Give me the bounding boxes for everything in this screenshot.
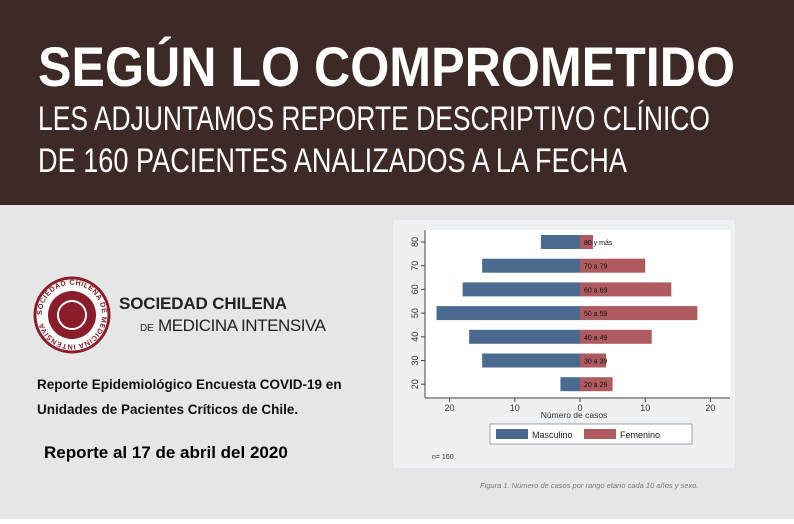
x-axis-label: Número de casos (541, 410, 608, 420)
bar (436, 306, 580, 321)
bar-label: 50 a 59 (584, 311, 607, 318)
header-title: SEGÚN LO COMPROMETIDO (38, 35, 735, 98)
y-tick-label: 60 (410, 284, 420, 294)
y-tick-label: 50 (410, 308, 420, 318)
bar (482, 353, 580, 368)
bar-label: 30 a 39 (584, 359, 607, 366)
bar (540, 235, 580, 249)
logo-emblem (57, 300, 87, 330)
bar-label: 20 a 29 (584, 382, 607, 389)
bar (482, 258, 580, 273)
legend-label: Masculino (532, 430, 573, 440)
bar (580, 306, 698, 321)
bar (469, 329, 580, 344)
x-tick-label: 20 (445, 403, 455, 413)
legend-swatch (584, 429, 616, 439)
bar (580, 258, 646, 273)
logo-name2: MEDICINA INTENSIVA (158, 316, 327, 335)
header-bg (0, 0, 794, 205)
bar (580, 282, 672, 297)
y-tick-label: 70 (410, 261, 420, 271)
y-tick-label: 20 (410, 379, 420, 389)
bar-label: 40 a 49 (584, 335, 607, 342)
bar-label: 80 y más (584, 240, 613, 247)
logo: SOCIEDAD CHILENA DE MEDICINA INTENSIVA (33, 276, 111, 354)
y-tick-label: 40 (410, 332, 420, 342)
legend-label: Femenino (620, 430, 660, 440)
bar (462, 282, 580, 297)
x-tick-label: 20 (705, 403, 715, 413)
logo-name: SOCIEDAD CHILENA (119, 294, 287, 313)
logo-core (48, 291, 96, 339)
bar (560, 377, 580, 392)
bar (580, 377, 613, 392)
bar (580, 235, 594, 249)
logo-prefix: DE (140, 323, 154, 334)
chart: 20 10 0 10 20 Número de casos 20 20 a 29 30 30 a … (410, 230, 730, 490)
x-tick-label: 10 (640, 403, 650, 413)
legend-swatch (496, 429, 528, 439)
bar (580, 329, 652, 344)
report-line: Unidades de Pacientes Críticos de Chile. (37, 402, 298, 417)
y-tick-label: 30 (410, 355, 420, 365)
bar (580, 353, 607, 368)
y-tick-label: 80 (410, 237, 420, 247)
chart-caption: Figura 1. Número de casos por rango etar… (480, 481, 698, 490)
x-tick-label: 10 (510, 403, 520, 413)
bar-label: 60 a 69 (584, 287, 607, 294)
header-line: DE 160 PACIENTES ANALIZADOS A LA FECHA (38, 142, 627, 180)
report-date: Reporte al 17 de abril del 2020 (44, 443, 288, 462)
report-line: Reporte Epidemiológico Encuesta COVID-19… (37, 377, 342, 392)
header-line: LES ADJUNTAMOS REPORTE DESCRIPTIVO CLÍNI… (38, 100, 710, 138)
x-tick-label: 0 (577, 403, 582, 413)
chart-note: n= 160 (432, 454, 454, 461)
bar-label: 70 a 79 (584, 264, 607, 271)
